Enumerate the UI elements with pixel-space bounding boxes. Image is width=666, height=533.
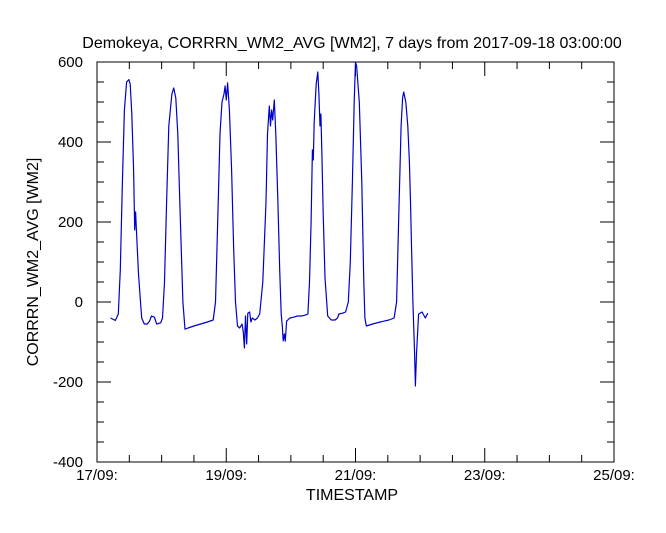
y-tick-label: -200 [53,374,83,391]
x-tick-label: 19/09: [205,467,247,484]
x-tick-label: 25/09: [593,467,635,484]
chart-title: Demokeya, CORRRN_WM2_AVG [WM2], 7 days f… [82,35,622,52]
y-axis-label: CORRRN_WM2_AVG [WM2] [25,158,42,367]
x-tick-label: 21/09: [335,467,377,484]
y-tick-label: 200 [58,214,83,231]
series-line [110,61,429,387]
y-tick-label: -400 [53,454,83,471]
x-axis-label: TIMESTAMP [306,487,398,504]
y-tick-label: 400 [58,134,83,151]
plot-frame [96,61,615,463]
x-tick-label: 23/09: [464,467,506,484]
axes: 17/09: 19/09: 21/09: 23/09: 25/09: -400 -200 0 2… [53,54,635,484]
x-tick-label: 17/09: [76,467,118,484]
y-tick-label: 600 [58,54,83,71]
y-tick-label: 0 [75,294,83,311]
